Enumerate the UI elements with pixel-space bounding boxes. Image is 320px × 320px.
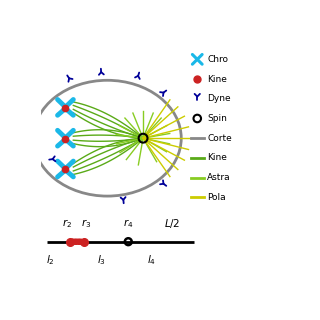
- Text: Astra: Astra: [207, 173, 231, 182]
- Text: $L/2$: $L/2$: [164, 217, 181, 230]
- Text: $r_3$: $r_3$: [81, 217, 92, 230]
- Text: Kine: Kine: [207, 75, 227, 84]
- Text: $r_4$: $r_4$: [123, 217, 133, 230]
- Text: Kine: Kine: [207, 153, 227, 163]
- Text: Pola: Pola: [207, 193, 226, 202]
- Text: Corte: Corte: [207, 134, 232, 143]
- Text: $l_2$: $l_2$: [46, 253, 55, 267]
- Text: $r_2$: $r_2$: [62, 217, 72, 230]
- Text: $l_3$: $l_3$: [97, 253, 106, 267]
- Text: $l_4$: $l_4$: [147, 253, 156, 267]
- Text: Chro: Chro: [207, 55, 228, 64]
- Text: Dyne: Dyne: [207, 94, 231, 103]
- Text: Spin: Spin: [207, 114, 227, 123]
